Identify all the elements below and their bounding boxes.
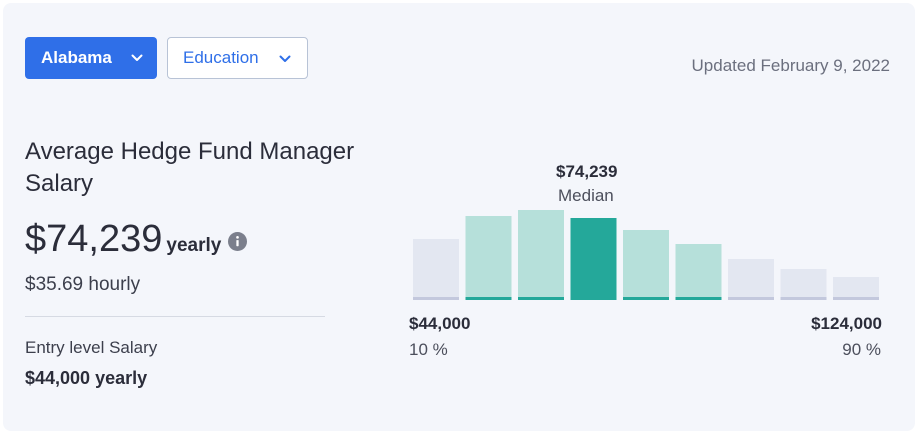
bar-baseline (728, 297, 774, 300)
distribution-bar (623, 230, 669, 299)
bar-baseline (833, 297, 879, 300)
education-dropdown-label: Education (183, 48, 259, 67)
distribution-bar (518, 210, 564, 299)
updated-date: Updated February 9, 2022 (691, 56, 890, 75)
chevron-down-icon (131, 54, 143, 61)
info-icon[interactable] (228, 232, 248, 251)
entry-level-label: Entry level Salary (25, 338, 158, 357)
education-dropdown[interactable]: Education (167, 37, 308, 79)
high-salary-value: $124,000 (811, 314, 882, 333)
chevron-down-icon (279, 55, 291, 62)
low-salary-value: $44,000 (409, 314, 471, 333)
bar-baseline (518, 297, 564, 300)
bar-baseline (780, 297, 827, 300)
distribution-bar (833, 277, 879, 299)
distribution-bar (465, 216, 512, 299)
salary-distribution-chart (413, 210, 879, 300)
bar-baseline (413, 297, 459, 300)
bar-baseline (675, 297, 722, 300)
distribution-bar (675, 244, 722, 299)
median-value: $74,239 (556, 162, 618, 181)
hourly-salary: $35.69 hourly (25, 274, 141, 295)
distribution-bar (413, 239, 459, 299)
average-salary: $74,239 yearly (25, 218, 248, 261)
bar-baseline (623, 297, 669, 300)
location-dropdown-label: Alabama (41, 48, 112, 67)
median-label: Median (558, 186, 614, 205)
salary-unit: yearly (166, 235, 222, 256)
entry-level-value: $44,000 yearly (25, 368, 148, 388)
median-bar (570, 218, 617, 299)
page-title: Average Hedge Fund Manager Salary (25, 138, 355, 197)
bar-baseline (570, 297, 617, 300)
location-dropdown[interactable]: Alabama (25, 37, 157, 79)
bar-baseline (465, 297, 512, 300)
distribution-bar (728, 259, 774, 299)
salary-value: $74,239 (25, 218, 163, 260)
distribution-bar (780, 269, 827, 299)
divider (25, 316, 325, 317)
low-percentile: 10 % (409, 340, 448, 359)
high-percentile: 90 % (842, 340, 881, 359)
